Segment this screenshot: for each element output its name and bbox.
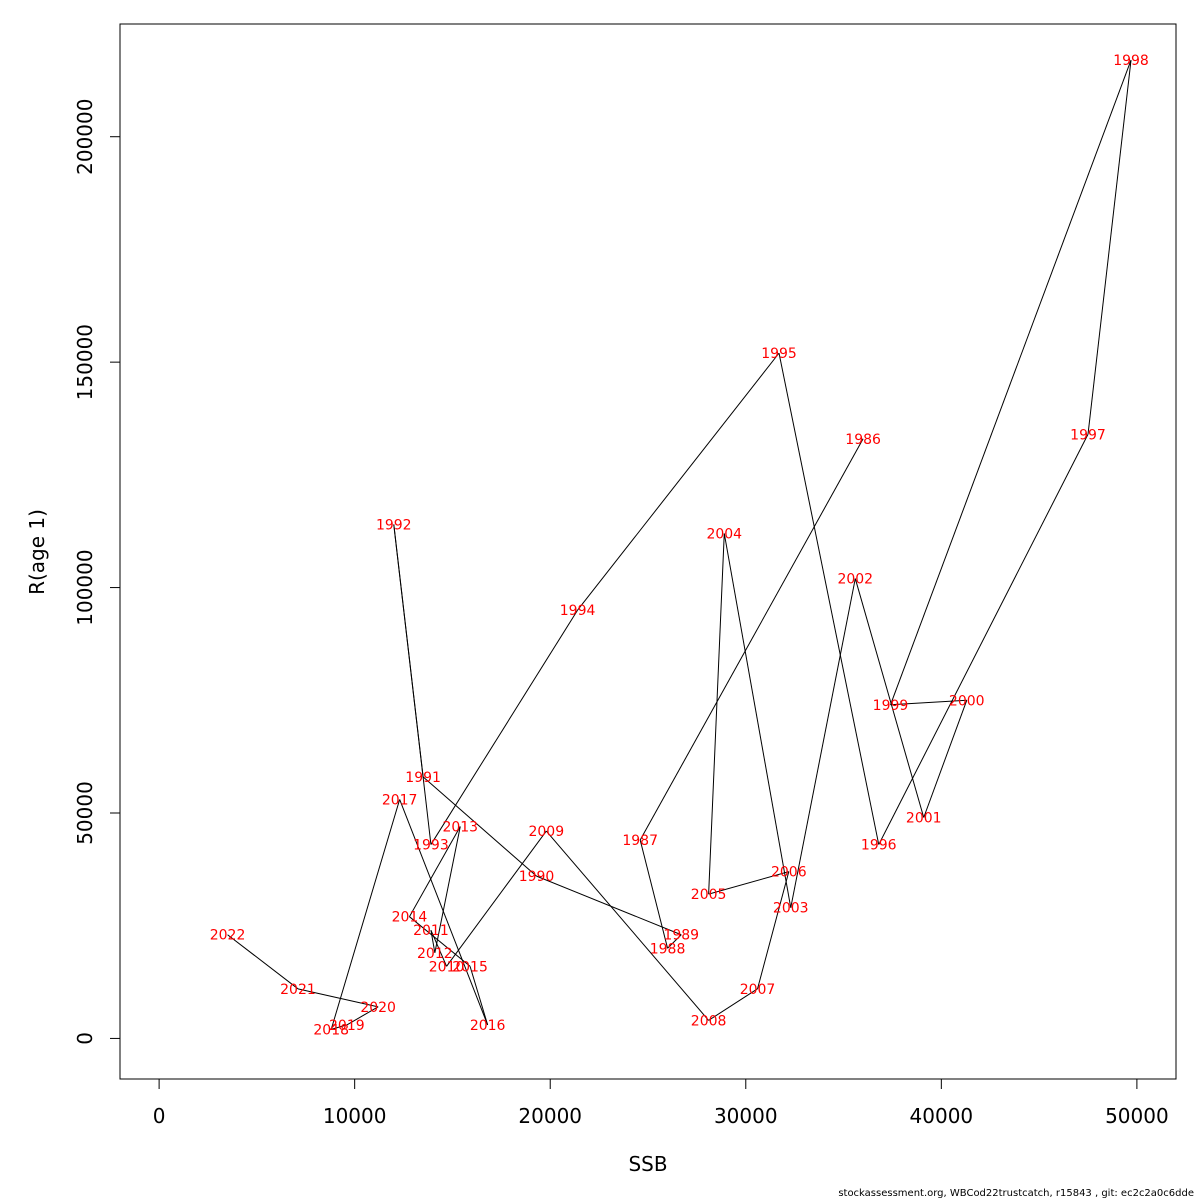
year-path <box>227 59 1132 1030</box>
path-segment <box>708 988 758 1021</box>
year-label: 2004 <box>706 526 742 542</box>
path-segment <box>778 353 880 845</box>
path-segment <box>536 875 682 936</box>
year-label: 2006 <box>771 865 807 881</box>
year-label: 1997 <box>1070 427 1106 443</box>
y-tick-label: 100000 <box>73 549 97 625</box>
y-axis-title: R(age 1) <box>25 509 49 595</box>
year-label: 1986 <box>845 432 881 448</box>
path-segment <box>790 578 856 908</box>
x-tick-label: 30000 <box>714 1104 778 1128</box>
path-segment <box>409 916 471 967</box>
year-label: 2021 <box>280 982 316 998</box>
path-segment <box>708 533 725 895</box>
path-segment <box>399 799 489 1026</box>
path-segment <box>878 434 1089 845</box>
year-label: 1998 <box>1113 53 1149 69</box>
x-tick-label: 10000 <box>323 1104 387 1128</box>
year-label: 2001 <box>906 811 942 827</box>
path-segment <box>1087 60 1132 435</box>
year-label: 2017 <box>382 792 418 808</box>
year-label: 2010 <box>429 959 465 975</box>
y-tick-label: 150000 <box>73 324 97 400</box>
year-label: 2019 <box>329 1018 365 1034</box>
path-segment <box>890 59 1132 705</box>
path-segment <box>639 438 864 841</box>
year-label: 2009 <box>528 824 564 840</box>
path-segment <box>430 930 436 953</box>
path-segment <box>422 776 537 877</box>
path-segment <box>545 830 710 1021</box>
footer-note: stockassessment.org, WBCod22trustcatch, … <box>838 1188 1194 1199</box>
y-tick-label: 50000 <box>73 781 97 845</box>
year-label: 2015 <box>452 959 488 975</box>
year-label: 2013 <box>442 820 478 836</box>
path-segment <box>330 799 401 1030</box>
x-tick-label: 50000 <box>1105 1104 1169 1128</box>
year-label: 1995 <box>761 346 797 362</box>
path-segment <box>723 533 792 908</box>
year-label: 1992 <box>376 517 412 533</box>
path-segment <box>639 839 669 949</box>
year-label: 1994 <box>560 603 596 619</box>
year-label: 1996 <box>861 838 897 854</box>
y-tick-label: 200000 <box>73 99 97 175</box>
path-segment <box>346 1006 379 1026</box>
path-segment <box>757 871 790 989</box>
path-segment <box>854 578 925 818</box>
path-segment <box>923 700 968 818</box>
year-label: 1989 <box>663 928 699 944</box>
year-label: 2003 <box>773 901 809 917</box>
x-tick-label: 20000 <box>518 1104 582 1128</box>
path-segment <box>331 1024 347 1030</box>
year-label: 1987 <box>622 833 658 849</box>
y-tick-label: 0 <box>73 1032 97 1045</box>
path-segment <box>708 871 789 895</box>
year-label: 1990 <box>519 869 555 885</box>
year-label: 2005 <box>691 887 727 903</box>
year-label: 2012 <box>417 946 453 962</box>
path-segment <box>446 830 547 967</box>
x-axis-title: SSB <box>628 1152 667 1176</box>
year-label: 2000 <box>949 693 985 709</box>
path-segment <box>227 934 299 990</box>
path-segment <box>469 966 489 1026</box>
path-segment <box>408 826 461 917</box>
year-label: 1988 <box>650 941 686 957</box>
path-segment <box>890 699 967 706</box>
x-axis: 0 10000 20000 30000 40000 50000 <box>153 1078 1169 1128</box>
path-segment <box>577 352 780 611</box>
year-label: 2016 <box>470 1018 506 1034</box>
x-tick-label: 40000 <box>910 1104 974 1128</box>
path-segment <box>430 609 579 845</box>
path-segment <box>434 826 461 953</box>
year-label: 2018 <box>313 1022 349 1038</box>
year-label: 1993 <box>413 838 449 854</box>
year-label: 1999 <box>873 698 909 714</box>
year-label: 1991 <box>405 770 441 786</box>
y-axis: 0 50000 100000 150000 200000 <box>73 99 121 1045</box>
year-label: 2020 <box>360 1000 396 1016</box>
year-label: 2011 <box>413 923 449 939</box>
year-label: 2014 <box>392 910 428 926</box>
year-label: 2002 <box>837 572 873 588</box>
year-label: 2008 <box>691 1013 727 1029</box>
year-label: 2007 <box>740 982 776 998</box>
path-segment <box>297 988 379 1008</box>
path-segment <box>393 524 432 845</box>
path-segment <box>667 934 682 949</box>
x-tick-label: 0 <box>153 1104 166 1128</box>
year-label: 2022 <box>210 928 246 944</box>
